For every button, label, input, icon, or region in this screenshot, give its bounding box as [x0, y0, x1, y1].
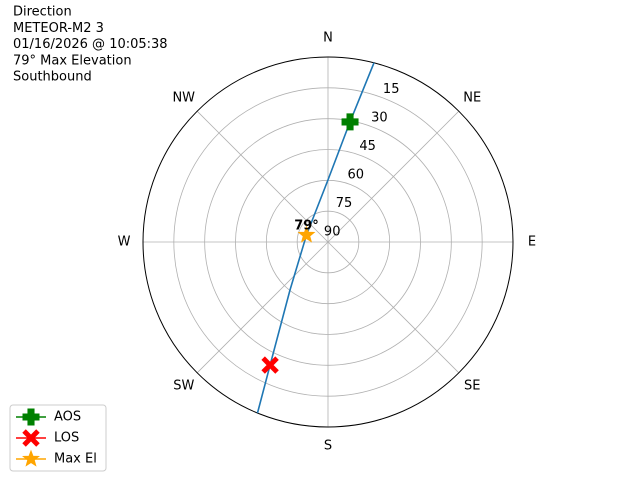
polar-frame	[142, 56, 514, 428]
title-line: Direction	[13, 5, 72, 20]
direction-label: S	[324, 439, 332, 454]
direction-label: NW	[172, 90, 195, 105]
grid-spoke	[196, 241, 329, 374]
r-tick-label: 90	[324, 224, 341, 239]
title-line: METEOR-M2 3	[13, 21, 104, 36]
legend-marker	[22, 449, 40, 467]
marker	[261, 356, 279, 374]
legend: AOS LOS Max El	[9, 404, 107, 472]
r-tick-label: 60	[348, 167, 365, 182]
grid-spoke	[196, 110, 329, 243]
direction-label: SW	[173, 379, 194, 394]
direction-label: N	[323, 31, 333, 46]
direction-label: W	[118, 235, 131, 250]
annotation: 79°	[294, 219, 319, 234]
legend-label: AOS	[54, 410, 81, 425]
grid-spoke	[327, 110, 460, 243]
grid-spoke	[327, 241, 460, 374]
legend-marker	[22, 408, 40, 426]
r-tick-label: 15	[383, 82, 400, 97]
legend-label: LOS	[54, 431, 79, 446]
marker	[341, 113, 359, 131]
r-tick-label: 75	[336, 196, 353, 211]
legend-label: Max El	[54, 452, 97, 467]
direction-label: SE	[464, 379, 480, 394]
title-line: 01/16/2026 @ 10:05:38	[13, 37, 168, 52]
direction-label: E	[528, 235, 536, 250]
direction-label: NE	[463, 90, 481, 105]
r-tick-label: 45	[359, 139, 376, 154]
r-tick-label: 30	[371, 110, 388, 125]
title-line: Southbound	[13, 70, 92, 85]
legend-marker	[22, 429, 40, 447]
marker	[297, 225, 316, 243]
title-line: 79° Max Elevation	[13, 53, 132, 68]
